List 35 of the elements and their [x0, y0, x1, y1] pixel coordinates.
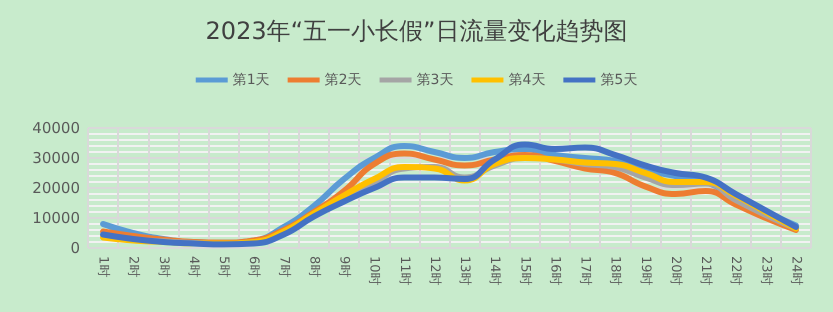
legend-label: 第1天: [232, 72, 270, 88]
legend-label: 第2天: [324, 72, 362, 88]
x-tick-label: 20时: [668, 256, 683, 286]
x-tick-label: 16时: [547, 256, 562, 286]
y-tick-label: 0: [70, 239, 80, 257]
x-tick-label: 1时: [96, 256, 111, 278]
x-tick-label: 11时: [396, 256, 412, 286]
x-tick-label: 14时: [487, 256, 502, 286]
x-tick-label: 17时: [578, 256, 593, 286]
x-tick-label: 2时: [126, 256, 141, 278]
legend-label: 第3天: [416, 72, 454, 88]
x-tick-label: 6时: [246, 256, 262, 278]
x-tick-label: 21时: [698, 256, 714, 286]
x-tick-label: 7时: [276, 256, 292, 278]
legend-label: 第5天: [600, 72, 638, 88]
y-tick-label: 40000: [32, 119, 80, 137]
x-tick-label: 9时: [336, 256, 352, 278]
y-tick-label: 20000: [32, 179, 80, 197]
x-tick-label: 12时: [426, 256, 442, 286]
x-tick-label: 13时: [457, 256, 472, 286]
y-tick-label: 30000: [32, 149, 80, 167]
x-tick-label: 18时: [608, 256, 623, 286]
x-tick-label: 24时: [788, 256, 804, 286]
x-tick-label: 10时: [366, 256, 382, 286]
x-tick-label: 5时: [216, 256, 232, 278]
x-tick-label: 22时: [728, 256, 744, 286]
x-tick-label: 23时: [758, 256, 774, 286]
x-tick-label: 19时: [638, 256, 653, 286]
chart-title: 2023年“五一小长假”日流量变化趋势图: [206, 17, 628, 45]
x-tick-label: 3时: [156, 256, 171, 278]
x-tick-label: 8时: [306, 256, 322, 278]
legend-label: 第4天: [508, 72, 546, 88]
x-tick-label: 15时: [517, 256, 532, 286]
x-tick-label: 4时: [186, 256, 201, 278]
y-tick-label: 10000: [32, 209, 80, 227]
